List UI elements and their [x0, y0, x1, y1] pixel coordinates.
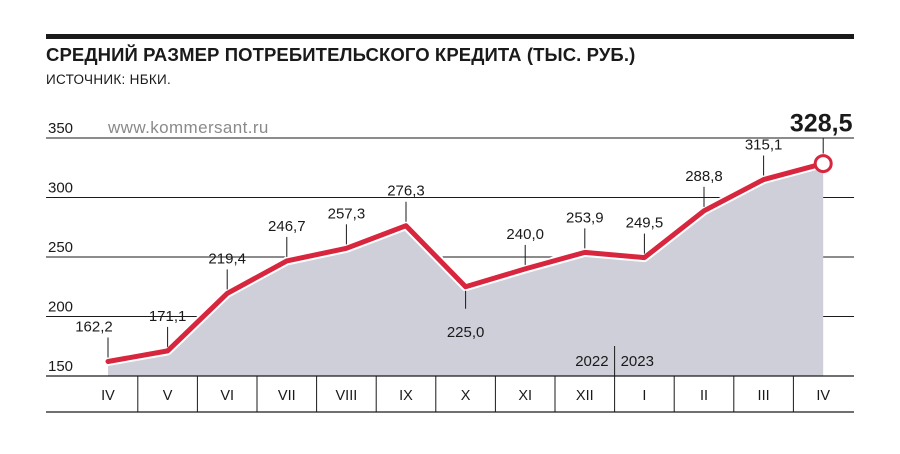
data-label: 240,0: [506, 226, 544, 243]
watermark: www.kommersant.ru: [107, 118, 269, 137]
x-tick-label: IV: [816, 388, 830, 404]
x-tick-label: VII: [278, 388, 296, 404]
x-tick-label: III: [758, 388, 770, 404]
year-label: 2022: [575, 353, 608, 370]
data-point-highlight: [813, 154, 833, 174]
x-tick-label: V: [163, 388, 173, 404]
data-label: 171,1: [149, 308, 187, 325]
x-tick-label: I: [642, 388, 646, 404]
data-label: 276,3: [387, 183, 425, 200]
year-label: 2023: [621, 353, 654, 370]
x-tick-label: XI: [518, 388, 532, 404]
x-tick-label: IV: [101, 388, 115, 404]
y-tick-label: 250: [48, 239, 73, 256]
x-tick-label: II: [700, 388, 708, 404]
data-label: 253,9: [566, 209, 604, 226]
chart-source: ИСТОЧНИК: НБКИ.: [46, 72, 172, 87]
y-tick-label: 350: [48, 120, 73, 137]
x-tick-label: X: [461, 388, 471, 404]
data-label: 246,7: [268, 218, 306, 235]
top-rule: [46, 34, 854, 39]
x-tick-label: IX: [399, 388, 413, 404]
y-tick-label: 150: [48, 358, 73, 375]
data-label: 315,1: [745, 137, 783, 154]
y-tick-label: 200: [48, 299, 73, 316]
series-area: [108, 166, 824, 376]
data-label: 257,3: [328, 205, 366, 222]
x-tick-label: XII: [576, 388, 594, 404]
data-label: 328,5: [790, 110, 853, 138]
x-tick-label: VIII: [336, 388, 358, 404]
chart-title: СРЕДНИЙ РАЗМЕР ПОТРЕБИТЕЛЬСКОГО КРЕДИТА …: [46, 44, 636, 65]
x-tick-label: VI: [220, 388, 234, 404]
data-label: 219,4: [208, 250, 246, 267]
data-label: 249,5: [626, 215, 664, 232]
data-label: 225,0: [447, 324, 485, 341]
data-label: 288,8: [685, 168, 723, 185]
data-label: 162,2: [75, 318, 113, 335]
series-line: [105, 161, 826, 364]
y-tick-label: 300: [48, 180, 73, 197]
